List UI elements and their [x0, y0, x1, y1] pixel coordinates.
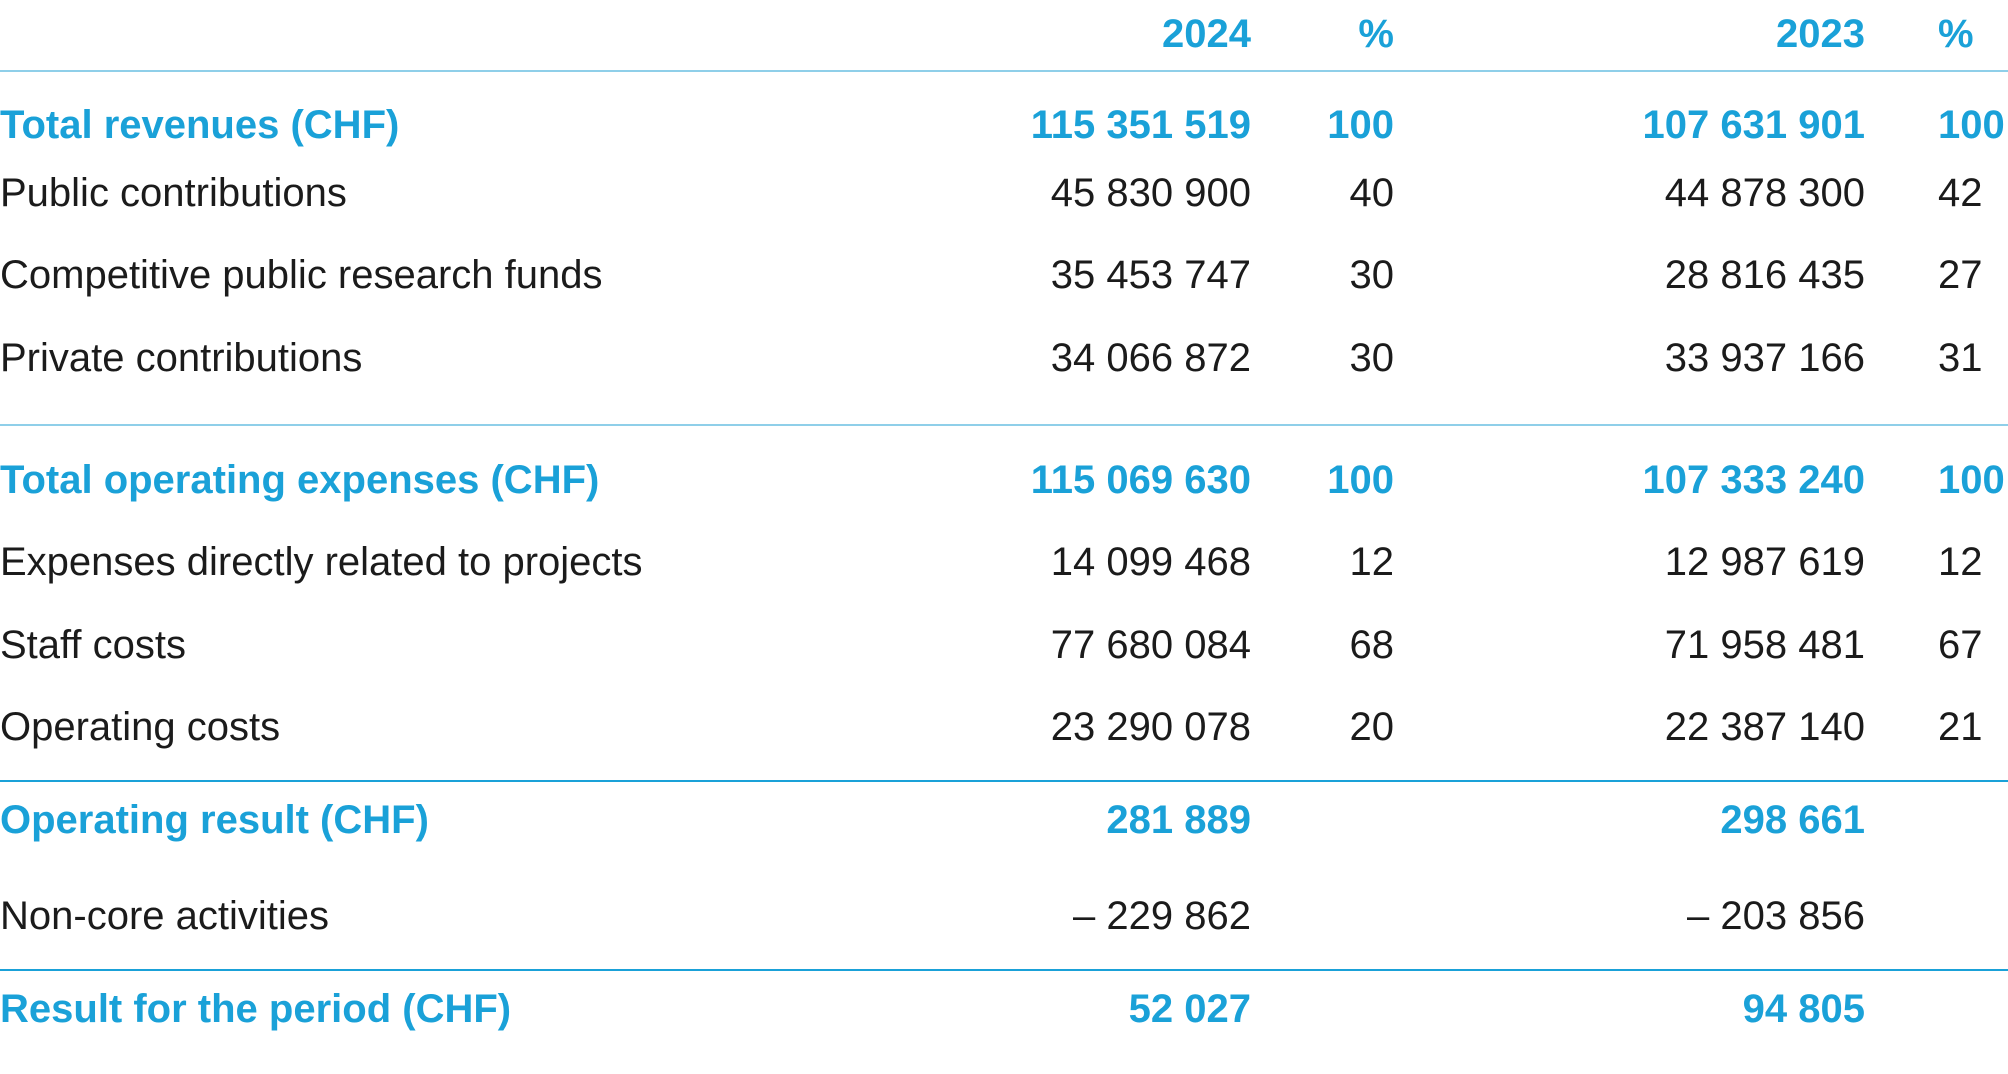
- row-label: Result for the period (CHF): [0, 987, 512, 1031]
- row-label: Operating result (CHF): [0, 798, 429, 842]
- value-2023: 33 937 166: [1664, 336, 1865, 380]
- value-2024: 14 099 468: [1050, 540, 1251, 584]
- value-2024: – 229 862: [1073, 894, 1251, 938]
- percent-2023: 100: [1938, 458, 2005, 502]
- row-label: Expenses directly related to projects: [0, 540, 643, 584]
- percent-2023: 100: [1938, 103, 2005, 147]
- value-2023: 107 631 901: [1642, 103, 1865, 147]
- value-2024: 115 069 630: [1030, 458, 1251, 502]
- value-2023: 12 987 619: [1664, 540, 1865, 584]
- row-label: Staff costs: [0, 623, 187, 667]
- section-divider-revenues: [0, 424, 2008, 426]
- value-2023: 28 816 435: [1664, 253, 1865, 297]
- value-2024: 34 066 872: [1050, 336, 1251, 380]
- percent-2023: 12: [1938, 540, 1983, 584]
- value-2024: 23 290 078: [1050, 705, 1251, 749]
- column-header-2023: 2023: [1776, 12, 1865, 56]
- value-2023: 22 387 140: [1664, 705, 1865, 749]
- percent-2024: 20: [1349, 705, 1395, 749]
- section-divider-expenses: [0, 780, 2008, 782]
- value-2023: 94 805: [1742, 987, 1865, 1031]
- value-2023: – 203 856: [1687, 894, 1865, 938]
- percent-2023: 21: [1938, 705, 1983, 749]
- header-divider: [0, 70, 2008, 72]
- value-2023: 71 958 481: [1664, 623, 1865, 667]
- percent-2024: 68: [1349, 623, 1395, 667]
- value-2024: 45 830 900: [1050, 171, 1251, 215]
- row-label: Public contributions: [0, 171, 347, 215]
- row-label: Total operating expenses (CHF): [0, 458, 600, 502]
- percent-2023: 67: [1938, 623, 1983, 667]
- value-2023: 107 333 240: [1642, 458, 1865, 502]
- percent-2024: 30: [1349, 336, 1395, 380]
- percent-2024: 40: [1349, 171, 1395, 215]
- column-header-2024: 2024: [1162, 12, 1251, 56]
- value-2024: 115 351 519: [1030, 103, 1251, 147]
- row-label: Non-core activities: [0, 894, 330, 938]
- column-header-percent-2024: %: [1358, 12, 1394, 56]
- row-label: Private contributions: [0, 336, 363, 380]
- percent-2023: 31: [1938, 336, 1983, 380]
- percent-2023: 42: [1938, 171, 1983, 215]
- value-2024: 52 027: [1128, 987, 1251, 1031]
- value-2024: 35 453 747: [1050, 253, 1251, 297]
- value-2023: 44 878 300: [1664, 171, 1865, 215]
- percent-2024: 100: [1327, 103, 1394, 147]
- value-2023: 298 661: [1720, 798, 1865, 842]
- column-header-percent-2023: %: [1938, 12, 1974, 56]
- percent-2024: 100: [1327, 458, 1394, 502]
- row-label: Competitive public research funds: [0, 253, 603, 297]
- percent-2023: 27: [1938, 253, 1983, 297]
- row-label: Operating costs: [0, 705, 281, 749]
- percent-2024: 30: [1349, 253, 1395, 297]
- value-2024: 281 889: [1106, 798, 1251, 842]
- section-divider-result: [0, 969, 2008, 971]
- value-2024: 77 680 084: [1050, 623, 1251, 667]
- percent-2024: 12: [1349, 540, 1395, 584]
- row-label: Total revenues (CHF): [0, 103, 400, 147]
